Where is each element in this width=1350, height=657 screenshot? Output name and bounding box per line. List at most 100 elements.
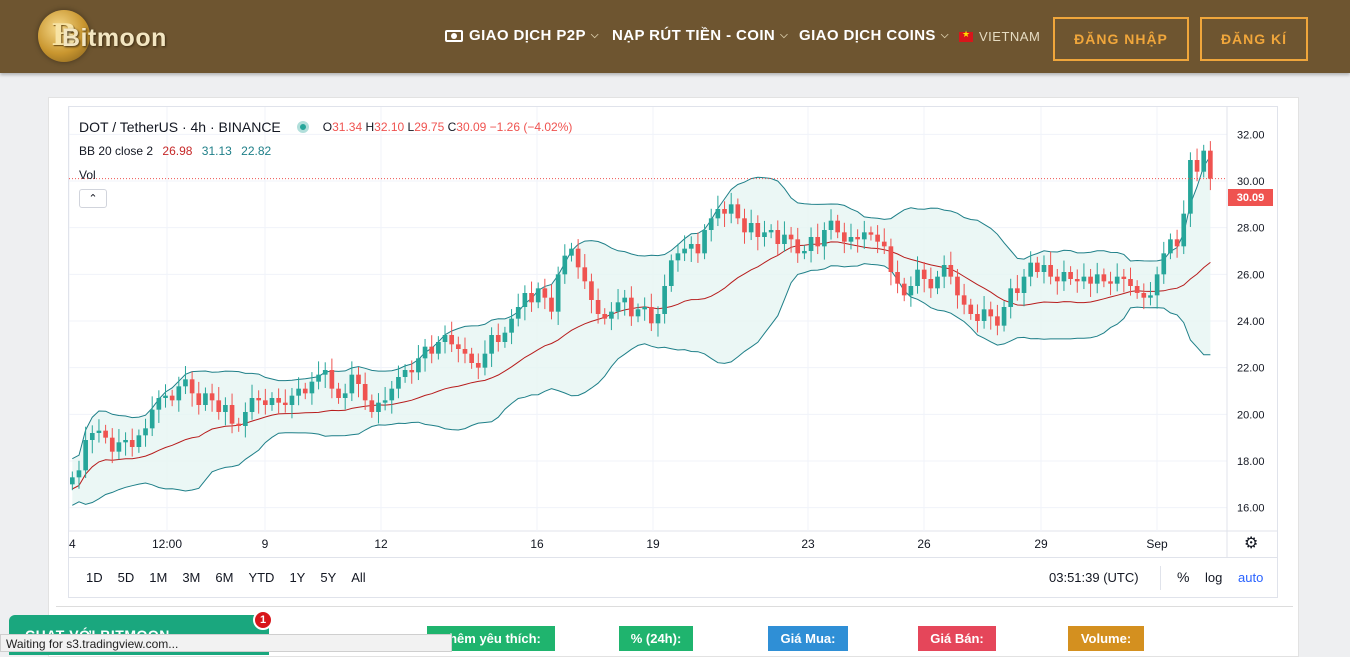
candle-body [735,204,741,219]
candle-body [535,288,541,303]
candle-body [382,400,388,403]
buy-price-tag: Giá Mua: [768,626,848,651]
candle-body [762,232,767,237]
bollinger-lower-line [72,263,1211,506]
volume-legend[interactable]: Vol [79,168,96,182]
nav-deposit-withdraw[interactable]: NẠP RÚT TIỀN - COIN ⌵ [612,27,788,44]
candle-body [1174,239,1180,247]
candle-body [1181,213,1187,247]
candle-body [116,442,122,452]
candle-body [981,309,987,321]
y-tick-label: 24.00 [1237,316,1265,328]
y-tick-label: 28.00 [1237,223,1265,235]
candle-body [1048,265,1053,277]
candle-body [316,374,321,382]
candle-body [702,230,707,254]
candle-body [176,386,182,401]
top-navigation-bar: B Bitmoon GIAO DỊCH P2P ⌵ NẠP RÚT TIỀN - … [0,0,1350,73]
range-3m[interactable]: 3M [182,570,201,585]
range-1y[interactable]: 1Y [289,570,306,585]
region-label: VIETNAM [979,29,1041,44]
candle-body [502,332,508,342]
bb-lower-value: 22.82 [241,144,272,158]
candle-body [1074,279,1080,282]
candle-body [282,402,288,405]
candle-body [1001,307,1007,326]
x-tick-label: 19 [646,537,660,551]
candle-body [183,379,188,387]
auto-scale-toggle[interactable]: auto [1238,570,1264,585]
candle-body [782,234,787,244]
toolbar-separator [1160,566,1161,590]
candle-body [1154,274,1160,296]
candle-body [475,363,481,368]
candle-body [203,393,208,405]
logo-glyph: B [51,18,77,53]
range-5d[interactable]: 5D [117,570,135,585]
candle-body [76,470,82,478]
gear-icon[interactable]: ⚙ [1244,535,1259,552]
candle-body [269,398,275,405]
candle-body [482,353,488,368]
candle-body [1008,288,1014,307]
region-selector[interactable]: VIETNAM [959,29,1040,44]
candle-body [109,437,115,452]
register-button[interactable]: ĐĂNG KÍ [1200,17,1308,61]
bollinger-legend[interactable]: BB 20 close 2 26.98 31.13 22.82 [79,144,271,158]
x-tick-label: 9 [262,537,269,551]
candle-body [968,304,974,314]
candle-body [143,428,148,436]
candle-body [975,314,980,321]
price-chart[interactable]: 16.00 18.00 20.00 22.00 24.00 26.00 28.00 30.00… [69,107,1277,557]
candle-body [575,248,581,268]
range-ytd[interactable]: YTD [248,570,275,585]
candle-body [329,370,335,389]
candle-body [788,234,794,240]
symbol-label[interactable]: DOT / TetherUS · 4h · BINANCE [79,119,281,135]
range-all[interactable]: All [351,570,366,585]
tradingview-chart-frame[interactable] [68,106,1278,598]
collapse-legend-button[interactable]: ⌃ [79,189,107,208]
candle-body [422,346,428,359]
bitcoin-coin-icon: B [38,10,90,62]
candle-body [1108,281,1113,284]
candle-body [1088,276,1093,284]
candle-body [995,316,1000,326]
candle-body [1168,239,1173,254]
candle-body [509,318,514,333]
candle-body [695,244,701,254]
candle-body [795,239,801,254]
candle-body [129,440,135,447]
range-1d[interactable]: 1D [86,570,103,585]
chevron-down-icon: ⌵ [940,30,949,41]
y-tick-label: 26.00 [1237,269,1265,281]
candle-body [1161,253,1167,275]
candle-body [149,409,155,429]
candle-body [249,398,255,412]
candle-body [442,335,448,342]
login-button[interactable]: ĐĂNG NHẬP [1053,17,1189,61]
candle-body [243,412,248,426]
candle-body [189,379,195,394]
bitmoon-logo[interactable]: B Bitmoon [38,8,168,64]
nav-coins-label: GIAO DỊCH COINS [799,27,936,44]
utc-clock[interactable]: 03:51:39 (UTC) [1049,570,1139,585]
nav-coin-trading[interactable]: GIAO DỊCH COINS ⌵ [799,27,949,44]
log-scale-toggle[interactable]: log [1205,570,1223,585]
candle-body [342,393,348,398]
percent-scale-toggle[interactable]: % [1177,569,1190,585]
candle-body [462,349,468,354]
nav-p2p-trading[interactable]: GIAO DỊCH P2P ⌵ [445,27,599,44]
candle-body [1054,276,1060,282]
x-tick-label: 4 [69,537,76,551]
candle-body [582,267,588,282]
y-tick-label: 22.00 [1237,363,1265,375]
range-1m[interactable]: 1M [149,570,168,585]
range-5y[interactable]: 5Y [320,570,337,585]
candle-body [815,237,821,247]
x-tick-label: 26 [917,537,931,551]
bb-upper-value: 31.13 [201,144,232,158]
candle-body [103,430,108,438]
candle-body [988,309,994,317]
range-6m[interactable]: 6M [215,570,234,585]
